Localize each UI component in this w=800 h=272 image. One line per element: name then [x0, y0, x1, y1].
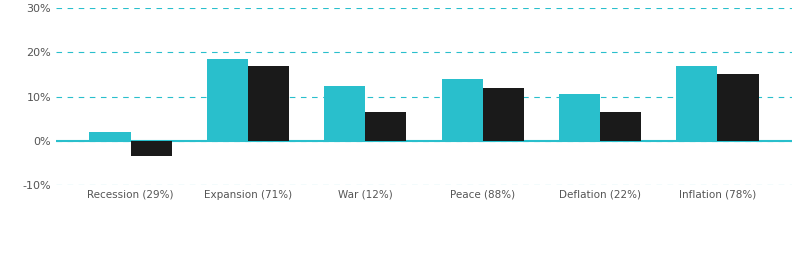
- Bar: [130, 141, 172, 156]
- Bar: [718, 75, 758, 141]
- Bar: [90, 132, 130, 141]
- Bar: [207, 59, 248, 141]
- Bar: [366, 112, 406, 141]
- Bar: [600, 112, 641, 141]
- Bar: [482, 88, 524, 141]
- Bar: [324, 85, 366, 141]
- Bar: [248, 66, 289, 141]
- Bar: [559, 94, 600, 141]
- Bar: [676, 66, 718, 141]
- Bar: [442, 79, 482, 141]
